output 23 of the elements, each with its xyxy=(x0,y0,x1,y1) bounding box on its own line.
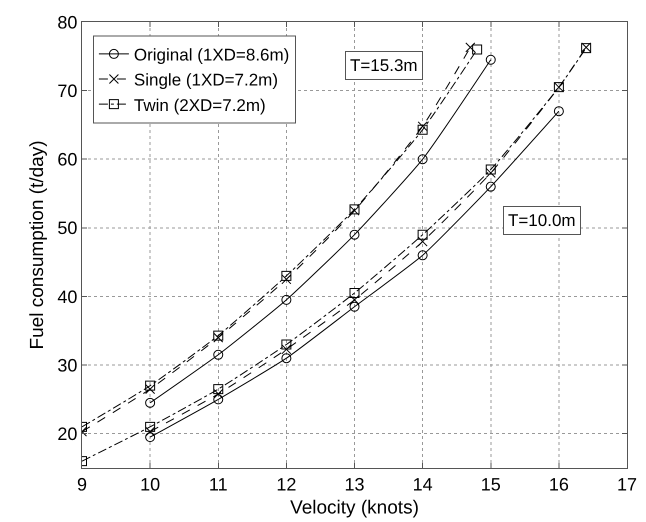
annotation: T=15.3m xyxy=(350,56,418,75)
x-tick-label: 11 xyxy=(208,474,228,495)
x-tick-label: 12 xyxy=(276,474,296,495)
legend-label: Original (1XD=8.6m) xyxy=(134,46,290,65)
y-tick-label: 50 xyxy=(57,218,78,238)
x-tick-label: 17 xyxy=(616,474,638,495)
y-tick-label: 60 xyxy=(57,150,78,170)
y-tick-label: 20 xyxy=(57,424,78,444)
legend-label: Twin (2XD=7.2m) xyxy=(134,96,266,115)
x-tick-label: 9 xyxy=(76,474,88,495)
y-tick-label: 40 xyxy=(57,286,78,307)
y-tick-label: 80 xyxy=(57,12,78,32)
x-tick-label: 16 xyxy=(548,474,569,495)
x-axis-title: Velocity (knots) xyxy=(290,497,419,518)
x-tick-label: 13 xyxy=(344,474,365,495)
x-tick-label: 10 xyxy=(140,474,160,495)
y-tick-label: 70 xyxy=(57,80,78,101)
x-tick-label: 14 xyxy=(412,474,433,495)
y-tick-label: 30 xyxy=(57,355,78,376)
y-axis-title: Fuel consumption (t/day) xyxy=(27,140,48,350)
x-tick-label: 15 xyxy=(480,474,501,495)
legend-label: Single (1XD=7.2m) xyxy=(134,70,278,90)
annotation: T=10.0m xyxy=(508,211,576,230)
